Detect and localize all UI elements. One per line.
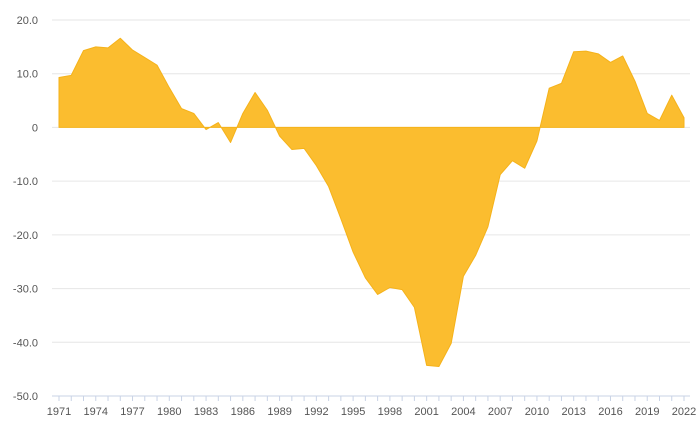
- y-tick-label: -20.0: [13, 230, 38, 242]
- y-axis-labels: 20.0 10.0 0 -10.0 -20.0 -30.0 -40.0 -50.0: [13, 15, 38, 403]
- x-tick-label: 2001: [414, 406, 438, 418]
- x-tick-label: 1980: [157, 406, 181, 418]
- y-tick-label: -40.0: [13, 337, 38, 349]
- x-axis-labels: 1971 1974 1977 1980 1983 1986 1989 1992 1995 1998…: [47, 406, 696, 418]
- x-tick-label: 1989: [267, 406, 291, 418]
- x-tick-label: 2013: [561, 406, 585, 418]
- x-tick-label: 2016: [598, 406, 622, 418]
- x-tick-label: 2007: [488, 406, 512, 418]
- y-tick-label: 10.0: [17, 69, 38, 81]
- x-tick-label: 2010: [525, 406, 549, 418]
- x-tick-label: 1983: [194, 406, 218, 418]
- x-tick-label: 1986: [231, 406, 255, 418]
- area-fill: [58, 37, 685, 367]
- y-tick-label: 0: [32, 122, 38, 134]
- x-tick-label: 1995: [341, 406, 365, 418]
- y-tick-label: -30.0: [13, 284, 38, 296]
- y-tick-label: -10.0: [13, 176, 38, 188]
- x-tick-label: 1992: [304, 406, 328, 418]
- x-tick-label: 1977: [120, 406, 144, 418]
- area-series: [58, 37, 685, 367]
- x-axis: [52, 395, 690, 401]
- x-tick-label: 1998: [378, 406, 402, 418]
- x-tick-label: 2019: [635, 406, 659, 418]
- x-tick-label: 2022: [672, 406, 696, 418]
- y-tick-label: 20.0: [17, 15, 38, 27]
- y-tick-label: -50.0: [13, 391, 38, 403]
- x-tick-label: 2004: [451, 406, 475, 418]
- x-tick-label: 1974: [84, 406, 108, 418]
- x-tick-label: 1971: [47, 406, 71, 418]
